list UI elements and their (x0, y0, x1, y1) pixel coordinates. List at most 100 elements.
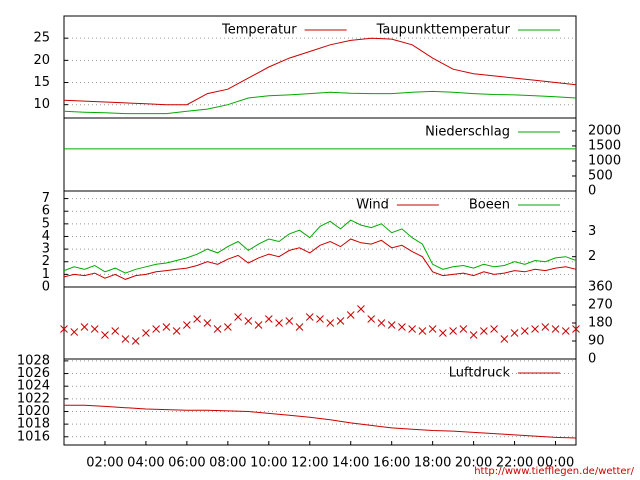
scatter-marker (449, 327, 457, 335)
x-tick-label: 16:00 (373, 456, 410, 471)
scatter-marker (162, 323, 171, 331)
scatter-marker (203, 319, 212, 327)
scatter-marker (254, 321, 263, 329)
scatter-marker (572, 325, 580, 333)
scatter-marker (520, 327, 529, 335)
scatter-marker (193, 315, 201, 323)
y2-tick-label: 3 (588, 224, 596, 239)
scatter-marker (326, 319, 335, 327)
x-tick-label: 02:00 (86, 456, 123, 471)
y-tick-label: 1026 (17, 366, 50, 381)
y-tick-label: 1020 (17, 404, 50, 419)
y2-tick-label: 0 (588, 352, 596, 367)
x-tick-label: 08:00 (209, 456, 246, 471)
scatter-marker (469, 331, 478, 339)
y-tick-label: 15 (33, 75, 50, 90)
y-tick-label: 25 (33, 31, 50, 46)
scatter-marker (500, 335, 509, 343)
scatter-marker (459, 325, 468, 333)
scatter-marker (377, 319, 386, 327)
scatter-marker (152, 325, 161, 333)
y2-tick-label: 1500 (588, 138, 621, 153)
scatter-marker (531, 325, 539, 333)
legend-label: Taupunkttemperatur (376, 23, 511, 38)
y-tick-label: 1022 (17, 391, 50, 406)
y2-tick-label: 0 (588, 184, 596, 199)
scatter-marker (295, 323, 304, 331)
x-tick-label: 06:00 (168, 456, 205, 471)
y-tick-label: 1018 (17, 417, 50, 432)
y-tick-label: 2 (42, 254, 50, 269)
legend-label: Luftdruck (449, 366, 511, 381)
footer-link: http://www.tiefflegen.de/wetter/ (474, 466, 634, 477)
y2-tick-label: 2 (588, 249, 596, 264)
y2-tick-label: 360 (588, 280, 613, 295)
scatter-marker (398, 323, 406, 331)
scatter-marker (439, 329, 447, 337)
scatter-marker (234, 313, 242, 321)
scatter-marker (172, 327, 181, 335)
scatter-marker (418, 327, 427, 335)
scatter-marker (305, 313, 314, 321)
x-tick-label: 00:00 (537, 456, 574, 471)
legend-label: Niederschlag (425, 125, 510, 140)
y-tick-label: 1024 (17, 379, 50, 394)
scatter-marker (121, 335, 130, 343)
x-tick-label: 20:00 (455, 456, 492, 471)
scatter-marker (490, 325, 498, 333)
scatter-marker (142, 329, 150, 337)
y2-tick-label: 2000 (588, 123, 621, 138)
y2-tick-label: 500 (588, 168, 613, 183)
y2-tick-label: 90 (588, 334, 605, 349)
scatter-marker (561, 327, 570, 335)
x-tick-label: 12:00 (291, 456, 328, 471)
scatter-marker (408, 325, 417, 333)
scatter-marker (285, 317, 294, 325)
y2-tick-label: 270 (588, 298, 613, 313)
scatter-marker (479, 327, 488, 335)
scatter-marker (183, 321, 191, 329)
series-line (63, 219, 577, 274)
scatter-marker (387, 321, 396, 329)
series-line (63, 37, 577, 106)
x-tick-label: 14:00 (332, 456, 369, 471)
x-tick-label: 04:00 (127, 456, 164, 471)
y-tick-label: 1 (42, 267, 50, 282)
scatter-marker (367, 315, 376, 323)
y-tick-label: 6 (42, 204, 50, 219)
scatter-marker (131, 337, 140, 345)
y-tick-label: 5 (42, 216, 50, 231)
y-tick-label: 3 (42, 242, 50, 257)
scatter-marker (111, 327, 120, 335)
scatter-marker (213, 325, 222, 333)
scatter-marker (264, 315, 273, 323)
scatter-marker (428, 325, 437, 333)
scatter-marker (80, 323, 89, 331)
scatter-marker (223, 323, 232, 331)
y2-tick-label: 180 (588, 316, 613, 331)
y-tick-label: 0 (42, 280, 50, 295)
scatter-marker (510, 329, 519, 337)
x-tick-label: 10:00 (250, 456, 287, 471)
y-tick-label: 1016 (17, 429, 50, 444)
scatter-marker (357, 305, 365, 313)
panel-frame (63, 358, 577, 446)
legend-label: Boeen (469, 198, 510, 213)
scatter-marker (316, 315, 324, 323)
x-tick-label: 18:00 (414, 456, 451, 471)
scatter-marker (551, 325, 560, 333)
y2-tick-label: 1000 (588, 153, 621, 168)
y-tick-label: 7 (42, 191, 50, 206)
scatter-marker (275, 319, 283, 327)
scatter-marker (70, 328, 79, 336)
y-tick-label: 1028 (17, 353, 50, 368)
panel-frame (63, 286, 577, 360)
scatter-marker (90, 325, 99, 333)
scatter-marker (101, 331, 109, 339)
y-tick-label: 10 (33, 97, 50, 112)
series-line (64, 404, 577, 439)
scatter-marker (346, 311, 355, 319)
scatter-marker (244, 317, 253, 325)
scatter-marker (60, 325, 68, 333)
